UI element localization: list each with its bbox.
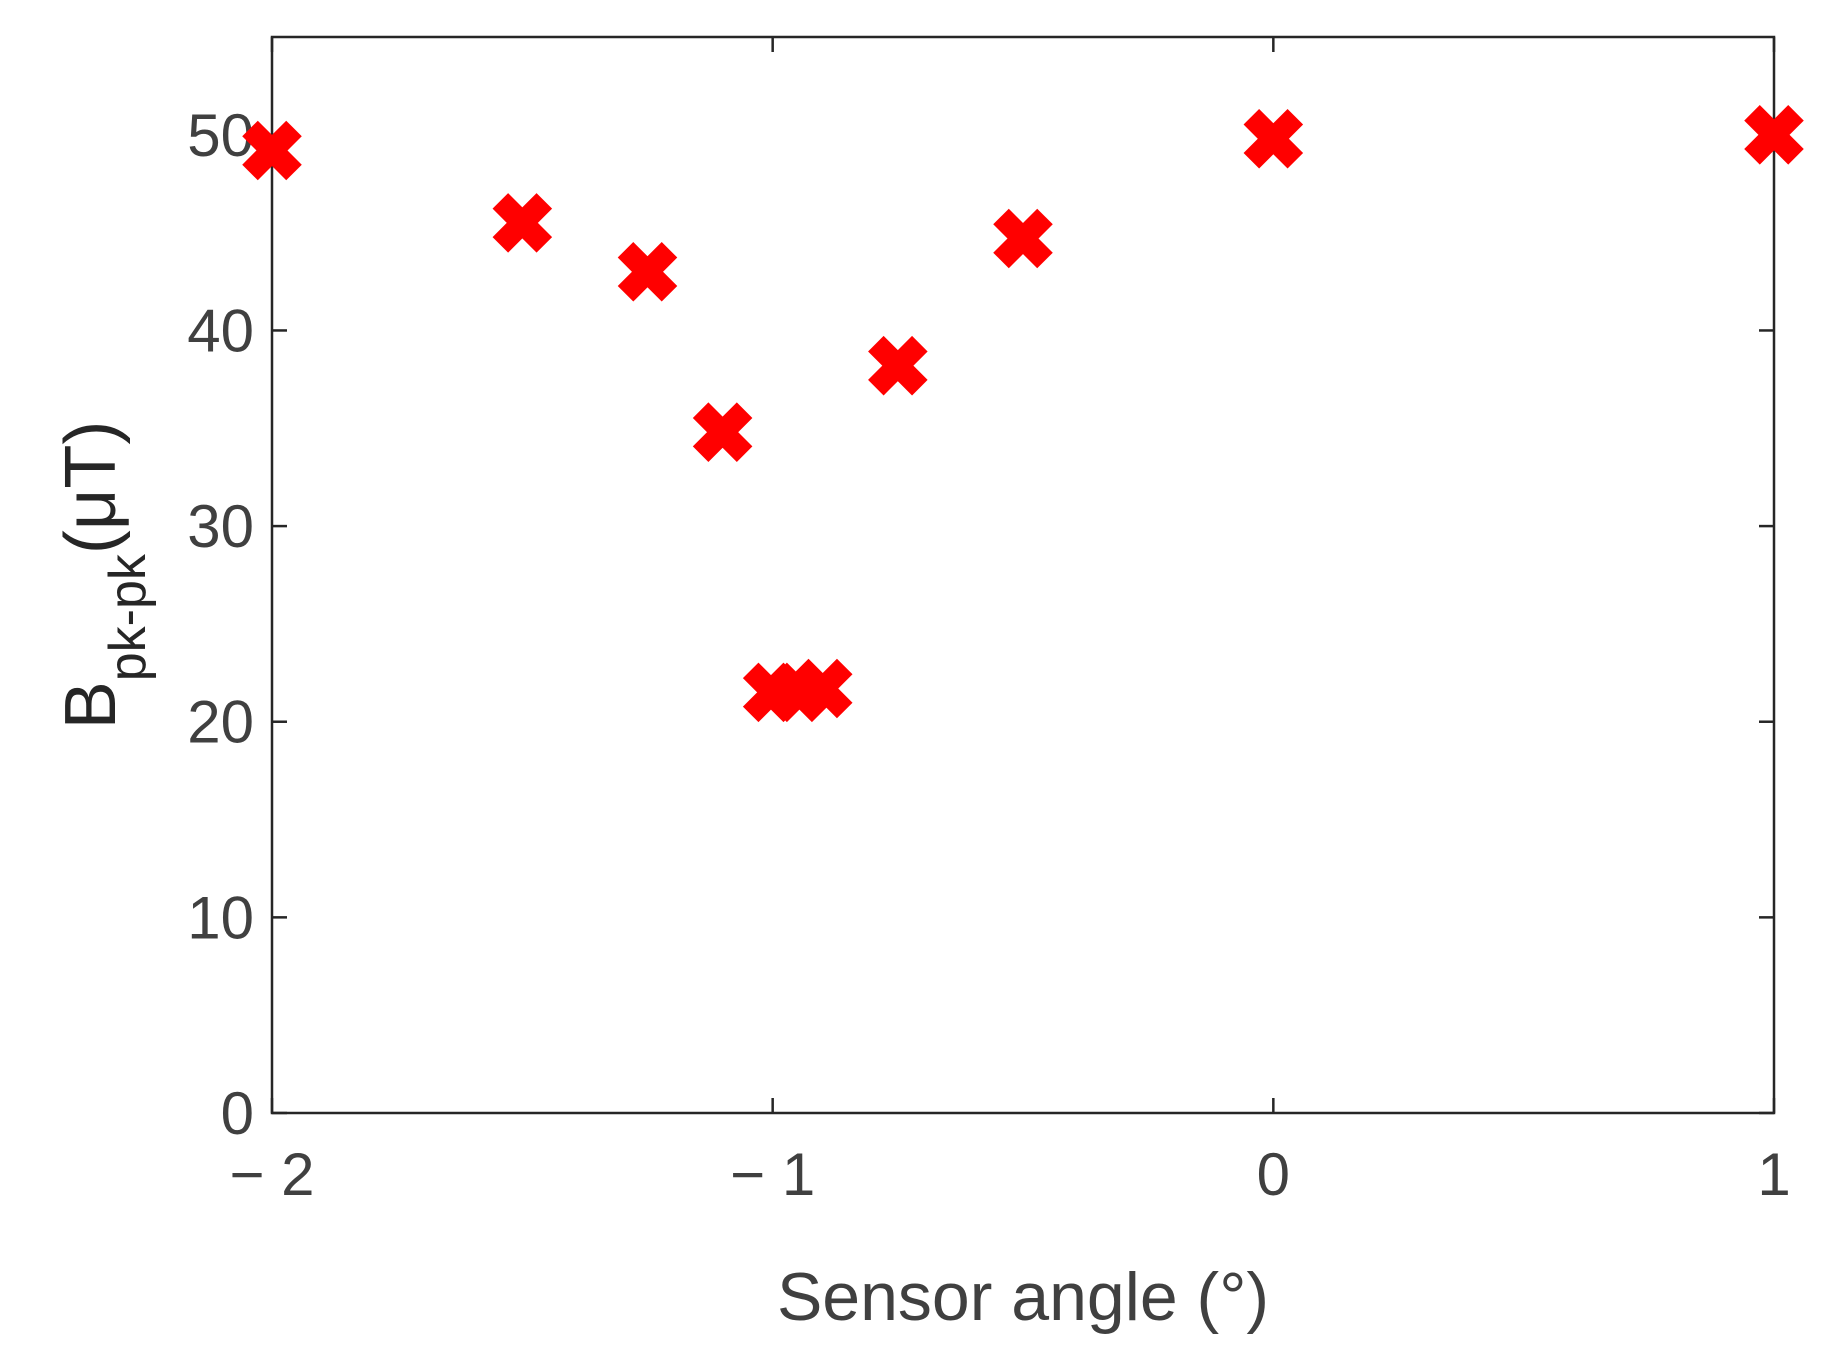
y-tick-label: 40 xyxy=(187,297,254,364)
y-tick-label: 50 xyxy=(187,102,254,169)
y-axis-ticks: 0 10 20 30 40 50 xyxy=(187,102,1774,1147)
x-axis-ticks: − 2 − 1 0 1 xyxy=(229,37,1791,1208)
y-tick-label: 20 xyxy=(187,689,254,756)
y-axis-title: Bpk-pk(μT) xyxy=(51,421,157,730)
x-axis-title: Sensor angle (°) xyxy=(777,1259,1269,1335)
data-point xyxy=(492,193,553,253)
y-tick-label: 10 xyxy=(187,884,254,951)
x-tick-label: 1 xyxy=(1757,1141,1790,1208)
plot-area xyxy=(270,35,1776,1115)
x-tick-label: 0 xyxy=(1257,1141,1290,1208)
x-tick-label: − 1 xyxy=(730,1141,815,1208)
y-axis-title-subscript: pk-pk xyxy=(99,553,157,681)
data-point xyxy=(242,120,302,181)
y-axis-title-main: B xyxy=(51,681,131,729)
data-point xyxy=(1744,105,1804,165)
y-tick-label: 0 xyxy=(221,1080,254,1147)
y-tick-label: 30 xyxy=(187,493,254,560)
data-point xyxy=(617,241,678,302)
data-point xyxy=(792,658,853,719)
data-point xyxy=(1243,108,1304,169)
data-point xyxy=(692,402,753,462)
data-point xyxy=(868,335,928,396)
data-points xyxy=(242,105,1804,723)
y-axis-title-unit: (μT) xyxy=(51,421,131,554)
x-tick-label: − 2 xyxy=(229,1141,314,1208)
data-point xyxy=(993,208,1053,269)
